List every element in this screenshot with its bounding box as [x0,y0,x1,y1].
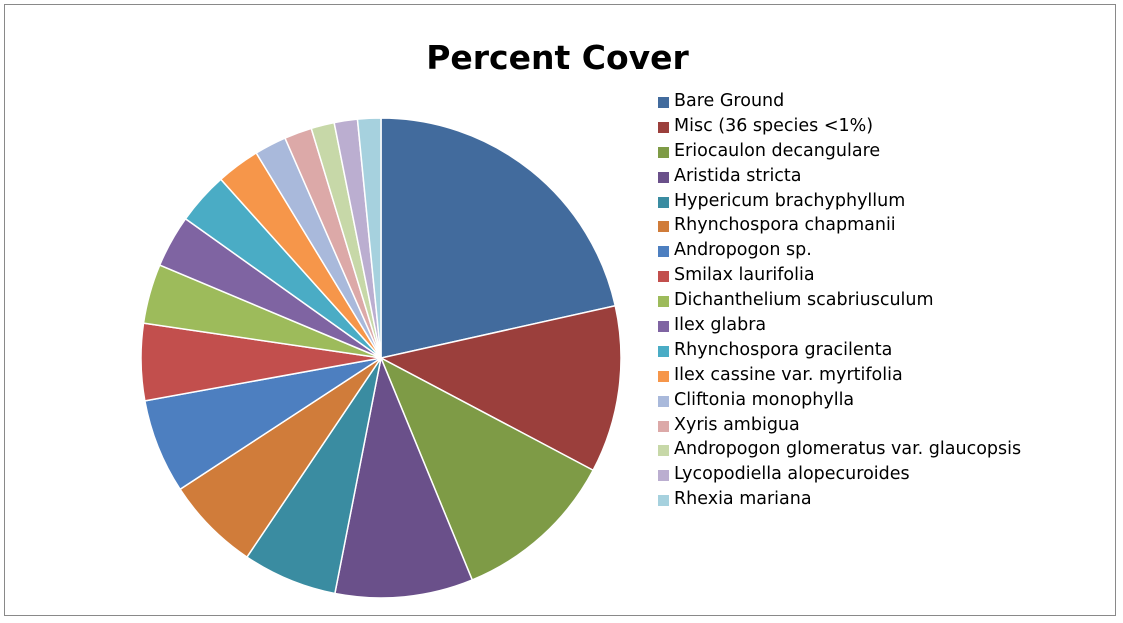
legend-label: Rhexia mariana [674,489,812,510]
legend-swatch [658,345,669,357]
legend-label: Andropogon sp. [674,240,812,261]
legend-swatch [658,221,669,233]
legend-swatch [658,246,669,258]
legend-label: Bare Ground [674,91,785,111]
chart-title: Percent Cover [426,38,689,77]
legend-label: Ilex cassine var. myrtifolia [674,364,903,385]
pie-slice-0 [380,117,617,359]
legend-label: Lycopodiella alopecuroides [674,464,910,485]
pie-slice-3 [333,355,474,599]
legend-label: Hypericum brachyphyllum [674,190,906,211]
legend-label: Aristida stricta [674,165,802,186]
legend-swatch [658,395,669,407]
legend-label: Ilex glabra [674,315,767,336]
legend-swatch [658,296,669,308]
legend-label: Smilax laurifolia [674,265,815,286]
pie-slice-16 [356,117,382,359]
legend-swatch [658,495,669,507]
legend-label: Xyris ambigua [674,414,800,435]
legend-swatch [658,420,669,432]
legend-swatch [658,370,669,382]
pie-slice-2 [379,356,595,581]
pie-slices [140,117,622,599]
legend-swatch [658,445,669,457]
legend-label: Dichanthelium scabriusculum [674,290,934,311]
legend-label: Rhynchospora gracilenta [674,339,893,360]
legend-label: Misc (36 species <1%) [674,115,874,136]
legend-label: Cliftonia monophylla [674,389,855,410]
legend-label: Andropogon glomeratus var. glaucopsis [674,439,1022,460]
legend-swatch [658,321,669,333]
legend-swatch [658,121,669,133]
legend-swatch [658,146,669,158]
legend-swatch [658,97,669,108]
legend-swatch [658,271,669,283]
legend-swatch [658,196,669,208]
legend-label: Rhynchospora chapmanii [674,215,896,236]
legend-swatch [658,171,669,183]
legend-swatch [658,470,669,482]
pie-slice-1 [378,304,622,472]
legend-label: Eriocaulon decangulare [674,140,881,161]
